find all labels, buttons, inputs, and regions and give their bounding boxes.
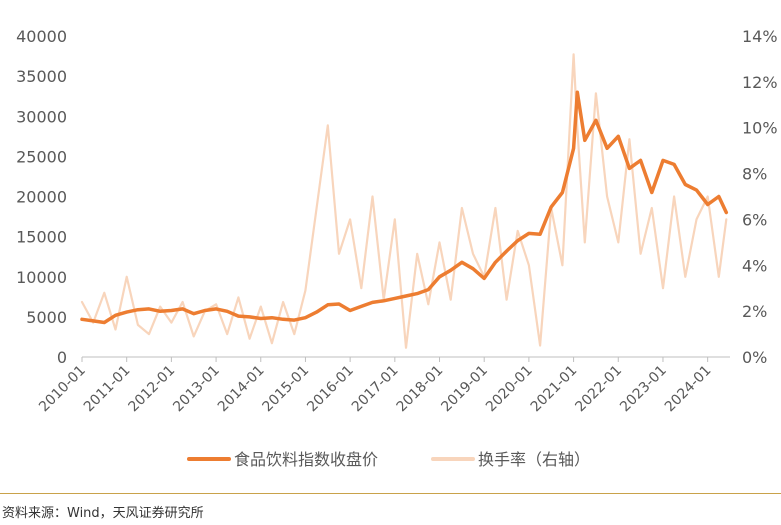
x-tick-label: 2011-01 — [81, 363, 134, 416]
x-tick-label: 2020-01 — [483, 363, 536, 416]
x-tick-label: 2014-01 — [215, 363, 268, 416]
legend-label-close-price: 食品饮料指数收盘价 — [234, 450, 378, 469]
source-note: 资料来源：Wind，天风证券研究所 — [2, 506, 204, 521]
axes-layer: 2010-012011-012012-012013-012014-012015-… — [16, 27, 777, 415]
x-tick-label: 2015-01 — [260, 363, 313, 416]
y-left-tick-label: 35000 — [16, 67, 67, 86]
legend: 食品饮料指数收盘价 换手率（右轴） — [187, 450, 590, 469]
x-tick-label: 2022-01 — [572, 363, 625, 416]
y-left-tick-label: 15000 — [16, 228, 67, 247]
y-right-tick-label: 14% — [742, 27, 778, 46]
y-right-tick-label: 10% — [742, 119, 778, 138]
y-right-tick-label: 0% — [742, 348, 767, 367]
x-tick-label: 2024-01 — [662, 363, 715, 416]
x-tick-label: 2010-01 — [36, 363, 89, 416]
x-tick-label: 2017-01 — [349, 363, 402, 416]
y-left-tick-label: 20000 — [16, 188, 67, 207]
y-right-tick-label: 8% — [742, 165, 767, 184]
source-divider — [0, 493, 781, 494]
y-left-tick-label: 25000 — [16, 147, 67, 166]
x-tick-label: 2018-01 — [394, 363, 447, 416]
y-left-tick-label: 10000 — [16, 268, 67, 287]
x-tick-label: 2013-01 — [170, 363, 223, 416]
y-left-tick-label: 5000 — [26, 308, 67, 327]
x-tick-label: 2012-01 — [126, 363, 179, 416]
x-tick-label: 2021-01 — [528, 363, 581, 416]
series-line-turnover — [80, 53, 728, 349]
y-right-tick-label: 4% — [742, 256, 767, 275]
x-tick-label: 2019-01 — [438, 363, 491, 416]
y-left-tick-label: 30000 — [16, 107, 67, 126]
series-line-close-price — [80, 90, 729, 325]
y-left-tick-label: 0 — [57, 348, 67, 367]
y-right-tick-label: 2% — [742, 302, 767, 321]
x-tick-label: 2023-01 — [617, 363, 670, 416]
y-right-tick-label: 12% — [742, 73, 778, 92]
series-layer — [80, 53, 729, 349]
legend-label-turnover: 换手率（右轴） — [478, 450, 590, 469]
x-tick-label: 2016-01 — [304, 363, 357, 416]
y-left-tick-label: 40000 — [16, 27, 67, 46]
chart-svg: 2010-012011-012012-012013-012014-012015-… — [16, 27, 777, 469]
y-right-tick-label: 6% — [742, 210, 767, 229]
